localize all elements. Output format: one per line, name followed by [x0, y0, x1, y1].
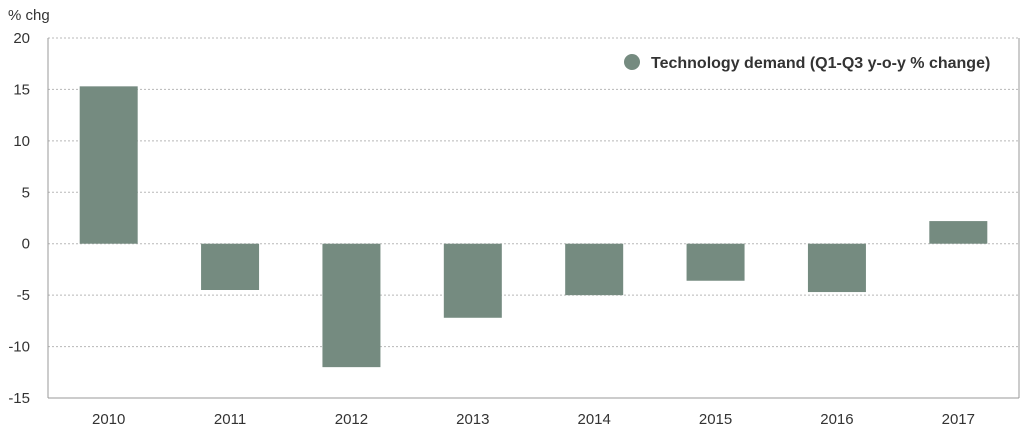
bar-2017	[929, 221, 988, 244]
x-tick-label: 2017	[942, 411, 975, 428]
y-axis-ticks: 20 15 10 5 0 -5 -10 -15	[8, 30, 30, 407]
y-axis-unit-label: % chg	[8, 7, 50, 24]
bar-2012	[322, 243, 381, 368]
x-tick-label: 2016	[820, 411, 853, 428]
x-tick-label: 2014	[578, 411, 611, 428]
y-tick-label: 15	[13, 81, 30, 98]
legend-marker	[624, 54, 640, 70]
x-tick-label: 2013	[456, 411, 489, 428]
y-tick-label: 5	[22, 184, 30, 201]
legend: Technology demand (Q1-Q3 y-o-y % change)	[624, 54, 990, 72]
x-tick-label: 2012	[335, 411, 368, 428]
bar-2014	[565, 243, 624, 296]
y-tick-label: 0	[22, 236, 30, 253]
y-tick-label: -10	[8, 339, 30, 356]
bars	[79, 86, 988, 368]
bar-2013	[443, 243, 502, 318]
x-axis-ticks: 2010 2011 2012 2013 2014 2015 2016 2017	[92, 411, 975, 428]
y-tick-label: 10	[13, 133, 30, 150]
gridlines	[48, 37, 1019, 348]
x-tick-label: 2011	[214, 411, 246, 428]
x-tick-label: 2010	[92, 411, 125, 428]
bar-2010	[79, 86, 138, 244]
y-tick-label: -15	[8, 390, 30, 407]
bar-2016	[807, 243, 866, 293]
legend-label: Technology demand (Q1-Q3 y-o-y % change)	[651, 55, 990, 72]
y-tick-label: 20	[13, 30, 30, 47]
x-tick-label: 2015	[699, 411, 732, 428]
bar-2015	[686, 243, 745, 281]
bar-2011	[201, 243, 260, 290]
y-tick-label: -5	[17, 287, 30, 304]
